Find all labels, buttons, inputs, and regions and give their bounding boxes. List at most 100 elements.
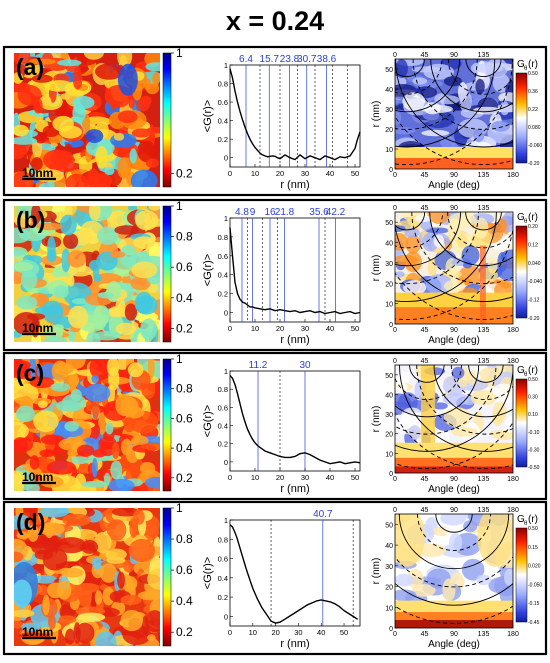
density-map [14, 508, 160, 646]
gr-plot: 40.700.20.40.60.810 10 20 30 40 50r (nm)<G(r)… [202, 509, 361, 650]
polar-ytick-label: 0 [389, 167, 393, 174]
gr-ytick-label: 0 [224, 154, 228, 163]
polar-ytick-label: 20 [385, 585, 393, 592]
polar-ytick-label: 30 [385, 261, 393, 268]
gr-ytick-label: 0.2 [218, 135, 228, 144]
gr-xlabel: r (nm) [280, 334, 309, 346]
gr-xtick-label: 10 [251, 473, 259, 482]
polar-ytick-label: 10 [385, 451, 393, 458]
scale-bar-label: 10nm [22, 625, 53, 639]
panel-frame [2, 198, 548, 352]
map-colorbar-tick: 0.6 [176, 411, 193, 425]
polar-colorbar-tick: 0.20 [528, 224, 538, 230]
gr-xtick-label: 0 [228, 324, 232, 333]
polar-contour-arc [395, 605, 513, 624]
polar-xtick-label: 45 [421, 172, 429, 179]
gr-ytick-label: 0 [224, 458, 228, 467]
gr-ylabel: <G(r)> [202, 254, 214, 286]
polar-xtick-label: 135 [478, 172, 490, 179]
gr-xtick-label: 50 [340, 628, 348, 637]
polar-top-tick-label: 180 [507, 358, 519, 365]
map-colorbar-tick: 0.2 [176, 625, 193, 639]
polar-top-tick-label: 0 [393, 52, 397, 59]
gr-peak-label: 35.6 [309, 207, 329, 218]
panel-label: (b) [16, 207, 45, 233]
polar-colorbar-tick: -0.050 [528, 582, 542, 588]
map-colorbar-tick: 1 [176, 46, 183, 60]
polar-colorbar [515, 72, 528, 164]
polar-contour-arc [395, 365, 480, 418]
gr-xtick-label: 10 [251, 169, 259, 178]
gr-ytick-label: 0.6 [218, 555, 228, 564]
gr-peak-label: 21.8 [275, 207, 295, 218]
scale-bar: 10nm [22, 321, 56, 336]
map-colorbar-tick: 0.6 [176, 260, 193, 274]
polar-colorbar-title: G [517, 59, 525, 70]
polar-contour-arc [395, 59, 513, 165]
polar-ytick-label: 20 [385, 127, 393, 134]
polar-ytick-label: 20 [385, 281, 393, 288]
polar-contour-arc [398, 514, 510, 570]
polar-xlabel: Angle (deg) [428, 180, 480, 191]
gr-ylabel: <G(r)> [202, 557, 214, 589]
map-colorbar-tick: 0.2 [176, 167, 193, 181]
polar-top-tick-label: 90 [450, 52, 458, 59]
map-colorbar-gradient [162, 52, 172, 188]
polar-top-tick-label: 90 [450, 358, 458, 365]
map-colorbar-tick: 0.2 [176, 471, 193, 485]
polar-contour-arc [395, 212, 444, 249]
gr-ytick-label: 0.8 [218, 80, 228, 89]
scale-bar: 10nm [22, 625, 56, 640]
polar-colorbar-title: G [517, 212, 525, 223]
polar-ytick-label: 30 [385, 412, 393, 419]
gr-peak-label: 9 [250, 207, 256, 218]
polar-contour-arc [416, 365, 513, 435]
polar-colorbar-tick: -0.45 [528, 620, 540, 626]
polar-ylabel: r (nm) [371, 406, 382, 433]
gr-xtick-label: 20 [271, 628, 279, 637]
gr-peak-label: 11.2 [249, 360, 268, 371]
polar-ytick-label: 10 [385, 147, 393, 154]
panel-frame [2, 45, 548, 197]
map-colorbar-tick: 0.4 [176, 291, 193, 305]
polar-colorbar-suffix: (r) [528, 212, 538, 223]
gr-peak-label: 15.7 [260, 54, 280, 65]
map-colorbar-tick: 0.2 [176, 321, 193, 335]
gr-ytick-label: 1 [224, 214, 228, 223]
polar-heatmap [395, 514, 513, 628]
polar-colorbar [515, 225, 528, 319]
polar-top-tick-label: 0 [393, 205, 397, 212]
polar-contour-arc [395, 365, 513, 452]
gr-curve [229, 227, 361, 315]
polar-contour-arc [395, 224, 513, 320]
gr-peak-label: 30.7 [297, 54, 317, 65]
polar-xtick-label: 45 [421, 476, 429, 483]
gr-ytick-label: 0 [224, 612, 228, 621]
polar-colorbar-tick: 0.30 [528, 395, 538, 401]
gr-xtick-label: 0 [228, 628, 232, 637]
map-colorbar-tick: 1 [176, 352, 183, 366]
polar-colorbar-tick: 0.50 [528, 377, 538, 383]
polar-ytick-label: 30 [385, 564, 393, 571]
polar-colorbar-tick: -0.10 [528, 430, 540, 436]
polar-top-tick-label: 45 [421, 507, 429, 514]
gr-curve [229, 68, 361, 161]
polar-ytick-label: 0 [389, 626, 393, 633]
gr-axes-frame [229, 519, 361, 627]
polar-top-tick-label: 135 [478, 52, 490, 59]
polar-top-tick-label: 45 [421, 205, 429, 212]
polar-xlabel: Angle (deg) [428, 484, 480, 495]
polar-contour-arc [395, 212, 497, 303]
polar-ytick-label: 20 [385, 432, 393, 439]
gr-peak-label: 6.4 [239, 54, 253, 65]
gr-ytick-label: 0.8 [218, 385, 228, 394]
gr-ytick-label: 0.6 [218, 98, 228, 107]
density-map [14, 359, 160, 491]
gr-xtick-label: 20 [276, 169, 284, 178]
polar-colorbar-tick: 0.080 [528, 125, 541, 131]
panel-label: (c) [16, 360, 44, 386]
polar-xtick-label: 180 [507, 476, 519, 483]
scale-bar-label: 10nm [22, 166, 53, 180]
polar-colorbar-tick: 0.040 [528, 261, 541, 267]
